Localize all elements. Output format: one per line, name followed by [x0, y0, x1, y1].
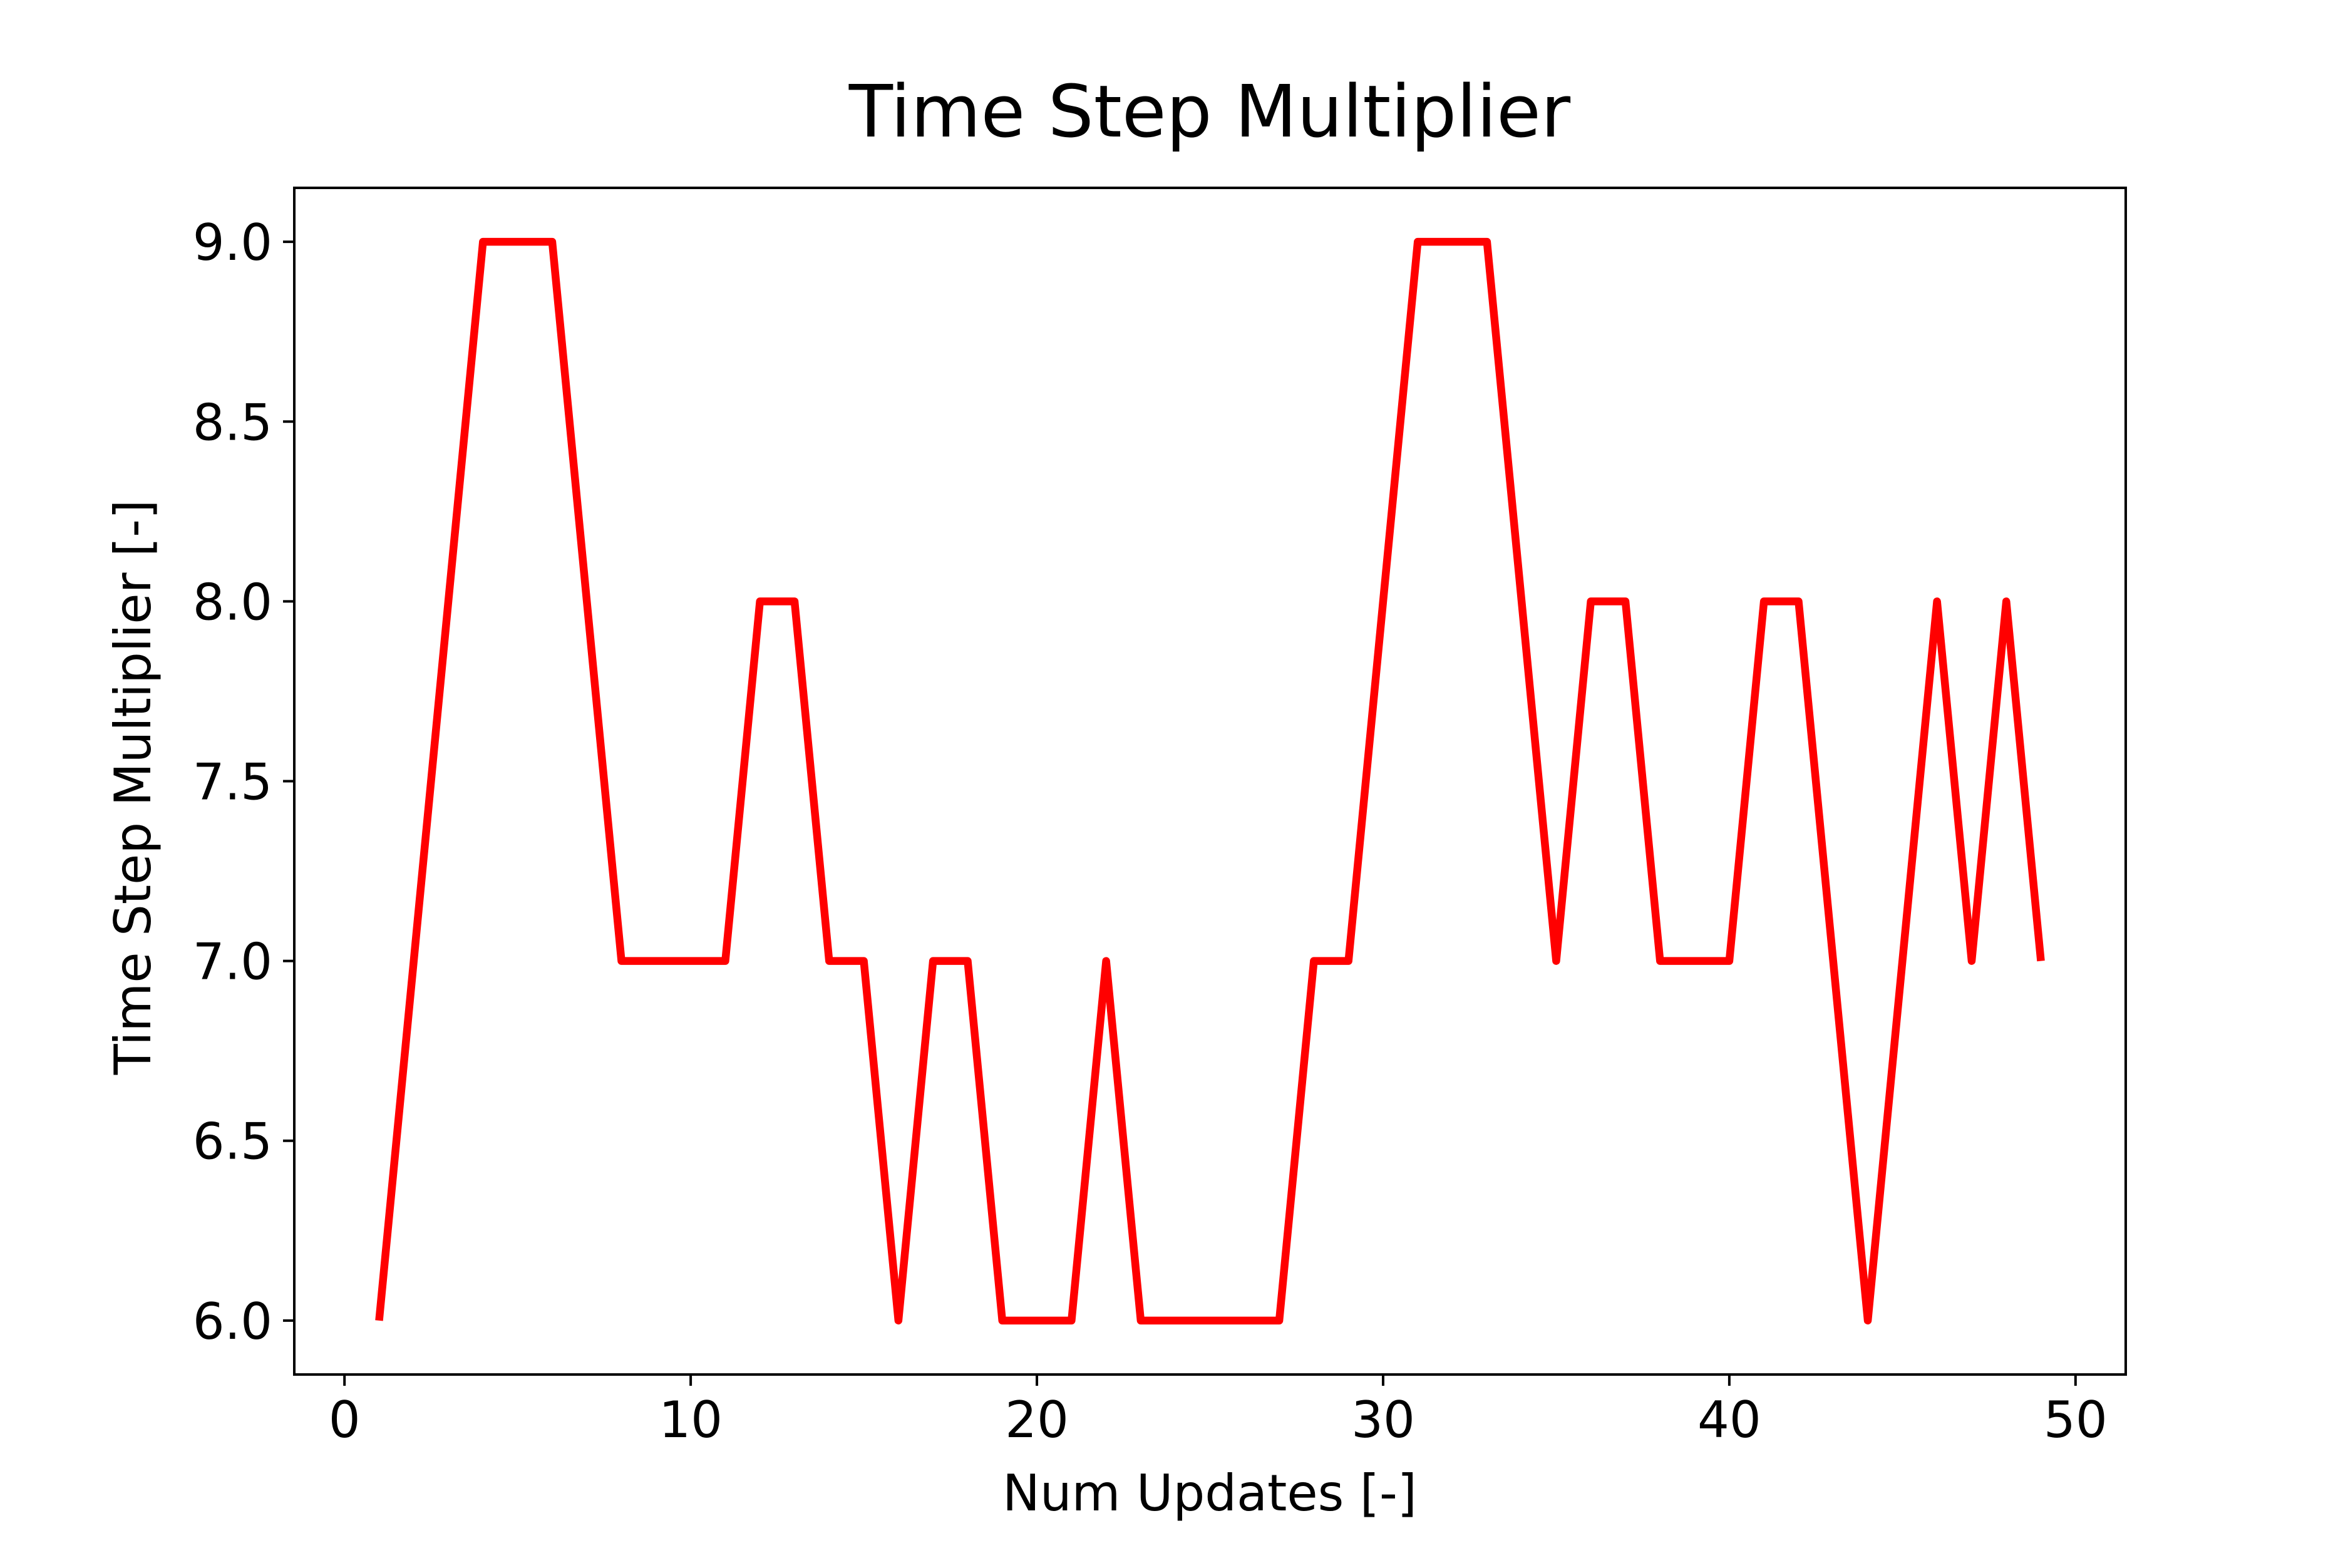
series-line-0 [375, 237, 2045, 1325]
chart-title: Time Step Multiplier [848, 70, 1571, 154]
x-tick-label-0: 0 [329, 1391, 361, 1449]
x-tick-label-3: 30 [1351, 1391, 1415, 1449]
y-tick-label-3: 7.5 [193, 753, 272, 812]
y-axis-label: Time Step Multiplier [-] [104, 500, 162, 1075]
axes-frame [293, 187, 2127, 1376]
x-tick-label-2: 20 [1005, 1391, 1069, 1449]
plot-area: 0 10 20 30 40 50 6.0 6.5 7.0 7.5 8.0 8.5 9.0 [193, 187, 2127, 1449]
y-tick-label-1: 6.5 [193, 1113, 272, 1171]
y-tick-label-5: 8.5 [193, 393, 272, 451]
x-tick-label-4: 40 [1697, 1391, 1761, 1449]
x-axis-label: Num Updates [-] [1002, 1464, 1417, 1522]
y-tick-label-0: 6.0 [193, 1292, 272, 1351]
x-tick-label-5: 50 [2044, 1391, 2108, 1449]
y-tick-label-4: 8.0 [193, 573, 272, 631]
x-tick-label-1: 10 [659, 1391, 723, 1449]
y-tick-label-2: 7.0 [193, 933, 272, 991]
y-tick-label-6: 9.0 [193, 214, 272, 272]
